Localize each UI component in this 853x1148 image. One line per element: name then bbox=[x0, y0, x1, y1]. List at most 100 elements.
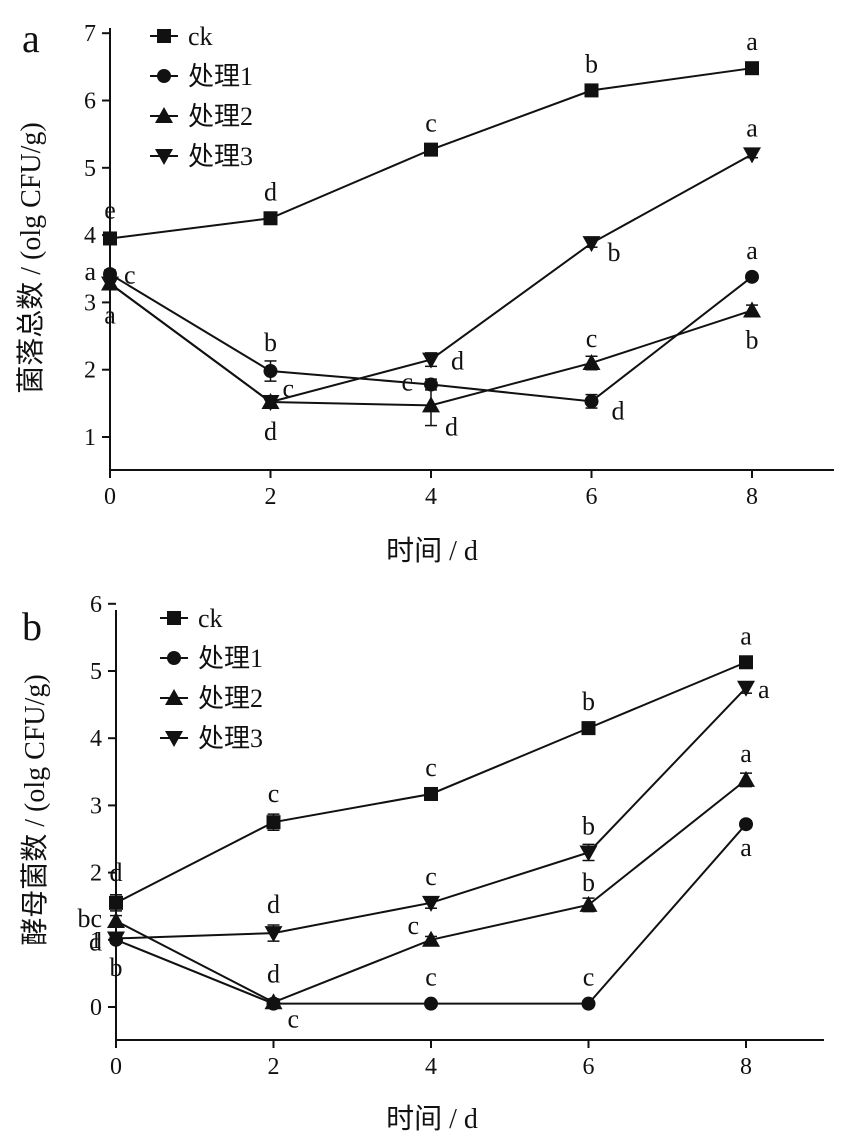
panel-b-significance-label: d bbox=[267, 890, 280, 919]
panel-a-significance-label: a bbox=[746, 113, 758, 142]
panel-b-x-ticks: 0 2 4 6 8 bbox=[110, 1040, 752, 1080]
panel-a: a 菌落总数 / (olg CFU/g) 时间 / d 1 2 3 4 5 6 7 0 2 4 6… bbox=[15, 16, 834, 567]
panel-b-significance-label: b bbox=[110, 953, 123, 982]
panel-b-label: b bbox=[22, 604, 42, 649]
panel-a-significance-label: b bbox=[608, 238, 621, 267]
panel-a-legend-marker bbox=[155, 149, 173, 165]
panel-b-y-tick-label: 2 bbox=[90, 861, 102, 887]
panel-a-legend-label: ck bbox=[188, 22, 213, 51]
panel-a-data-point bbox=[422, 352, 440, 369]
panel-a-significance-label: a bbox=[104, 301, 116, 330]
panel-a-data-point bbox=[263, 364, 278, 379]
panel-b-y-axis-label: 酵母菌数 / (olg CFU/g) bbox=[19, 674, 51, 945]
panel-b-y-tick-label: 3 bbox=[90, 793, 102, 819]
panel-a-y-tick-label: 5 bbox=[84, 156, 96, 182]
panel-b-significance-label: d bbox=[110, 858, 123, 887]
panel-b-legend-marker bbox=[165, 689, 183, 705]
panel-a-x-tick-label: 4 bbox=[425, 484, 437, 510]
panel-b-y-tick-label: 5 bbox=[90, 659, 102, 685]
panel-a-label: a bbox=[22, 16, 40, 61]
panel-a-significance-label: d bbox=[445, 412, 458, 441]
panel-a-y-tick-label: 3 bbox=[84, 290, 96, 316]
panel-b-data-point bbox=[422, 930, 440, 947]
panel-b-data-point bbox=[581, 721, 596, 736]
panel-a-data-point bbox=[261, 395, 280, 412]
panel-a-y-tick-label: 4 bbox=[84, 223, 96, 249]
panel-a-y-ticks: 1 2 3 4 5 6 7 bbox=[84, 21, 110, 451]
panel-b-significance-label: b bbox=[582, 868, 595, 897]
panel-a-data-point bbox=[745, 61, 759, 76]
panel-b-legend-label: 处理1 bbox=[198, 644, 263, 673]
panel-a-significance-label: c bbox=[586, 324, 598, 353]
panel-a-data-point bbox=[582, 353, 601, 370]
panel-a-significance-label: e bbox=[104, 195, 116, 224]
panel-b-significance-label: a bbox=[758, 675, 770, 704]
panel-b-significance-label: c bbox=[425, 862, 437, 891]
panel-b-data-point bbox=[424, 996, 438, 1011]
panel-b-significance-label: c bbox=[583, 963, 595, 992]
panel-a-significance-label: a bbox=[84, 257, 96, 286]
panel-b-legend-marker bbox=[167, 611, 181, 625]
panel-a-x-tick-label: 0 bbox=[104, 484, 116, 510]
panel-b-data-point bbox=[579, 895, 598, 912]
panel-a-significance-label: d bbox=[451, 347, 464, 376]
panel-a-significance-label: c bbox=[425, 109, 437, 138]
panel-a-x-tick-label: 6 bbox=[586, 484, 598, 510]
panel-a-significance-label: c bbox=[401, 368, 413, 397]
panel-a-legend-marker bbox=[157, 69, 171, 83]
panel-a-significance-label: b bbox=[264, 328, 277, 357]
panel-b-significance-label: d bbox=[267, 959, 280, 988]
panel-b-data-point bbox=[422, 895, 440, 912]
panel-a-data-point bbox=[743, 147, 761, 164]
panel-b-x-tick-label: 6 bbox=[583, 1054, 595, 1080]
panel-b-significance-label: a bbox=[740, 739, 752, 768]
panel-b-x-tick-label: 8 bbox=[740, 1054, 752, 1080]
panel-b-x-tick-label: 0 bbox=[110, 1054, 122, 1080]
panel-b-y-tick-label: 6 bbox=[90, 592, 102, 618]
panel-a-legend: ck 处理1 处理2 处理3 bbox=[150, 22, 253, 171]
panel-a-legend-label: 处理1 bbox=[188, 62, 253, 91]
panel-b-significance-label: b bbox=[582, 687, 595, 716]
panel-b-legend: ck 处理1 处理2 处理3 bbox=[160, 604, 263, 753]
panel-b-legend-label: ck bbox=[198, 604, 223, 633]
panel-a-y-tick-label: 6 bbox=[84, 89, 96, 115]
panel-a-significance-label: a bbox=[746, 236, 758, 265]
panel-b-data-point bbox=[737, 770, 755, 787]
panel-b-significance-label: d bbox=[89, 927, 102, 956]
panel-b-x-axis-label: 时间 / d bbox=[386, 1103, 478, 1135]
panel-b-significance-label: a bbox=[740, 621, 752, 650]
panel-a-legend-label: 处理3 bbox=[188, 142, 253, 171]
panel-b-data-point bbox=[739, 655, 753, 670]
panel-b-significance-label: a bbox=[740, 833, 752, 862]
panel-b-data-point bbox=[579, 845, 598, 862]
panel-a-data-point bbox=[582, 236, 601, 253]
panel-b-legend-marker bbox=[165, 731, 183, 747]
panel-b-data-point bbox=[739, 817, 753, 832]
panel-a-significance-label: a bbox=[746, 27, 758, 56]
panel-b-data-point bbox=[424, 786, 438, 801]
panel-a-x-tick-label: 8 bbox=[746, 484, 758, 510]
panel-a-y-axis-label: 菌落总数 / (olg CFU/g) bbox=[15, 122, 47, 393]
panel-a-legend-label: 处理2 bbox=[188, 102, 253, 131]
panel-b-y-tick-label: 4 bbox=[90, 726, 102, 752]
panel-b: b 酵母菌数 / (olg CFU/g) 时间 / d 0 1 2 3 4 5 6 0 2 4 6… bbox=[19, 592, 824, 1135]
panel-a-data-point bbox=[103, 231, 117, 246]
panel-a-legend-marker bbox=[155, 107, 173, 123]
panel-a-data-point bbox=[101, 276, 119, 293]
panel-b-x-tick-label: 4 bbox=[425, 1054, 437, 1080]
panel-b-significance-label: b bbox=[582, 811, 595, 840]
panel-a-significance-label: c bbox=[124, 261, 136, 290]
panel-a-data-point bbox=[263, 211, 278, 226]
panel-a-data-point bbox=[584, 394, 599, 409]
panel-b-data-point bbox=[581, 996, 596, 1011]
panel-a-significance-label: d bbox=[264, 417, 277, 446]
panel-a-data-point bbox=[745, 269, 759, 284]
panel-b-data-point bbox=[264, 926, 283, 943]
panel-b-y-ticks: 0 1 2 3 4 5 6 bbox=[90, 592, 116, 1021]
panel-b-y-tick-label: 0 bbox=[90, 995, 102, 1021]
panel-b-significance-label: c bbox=[268, 779, 280, 808]
panel-a-significance-label: d bbox=[264, 177, 277, 206]
panel-b-data-point bbox=[107, 911, 125, 928]
